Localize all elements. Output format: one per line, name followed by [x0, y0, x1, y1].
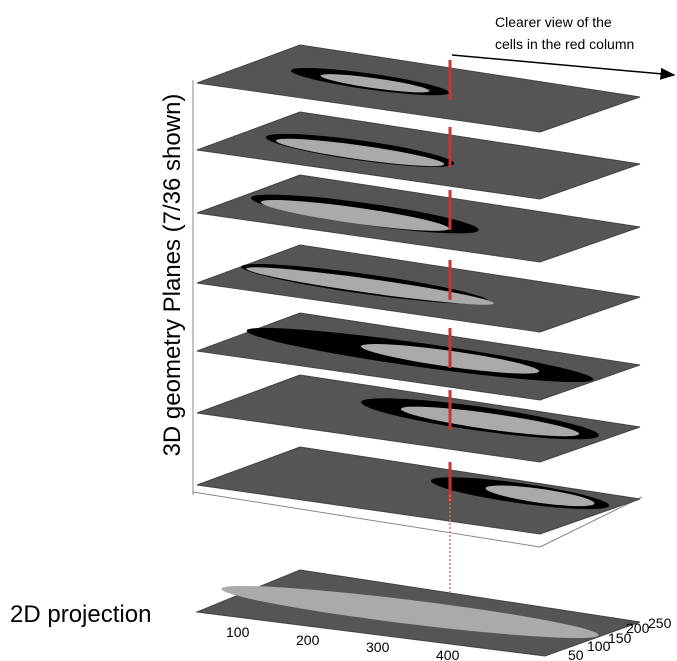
cell-region: [221, 585, 599, 639]
axes-frame: [192, 80, 643, 548]
y-tick-label: 150: [608, 630, 632, 646]
projection-plane: [195, 569, 641, 657]
cell-region: [275, 138, 445, 167]
annotation-line: Clearer view of the: [495, 14, 612, 30]
x-tick-label: 200: [296, 632, 320, 648]
cell-region: [246, 267, 494, 305]
cell-region: [260, 199, 450, 231]
cell-region: [400, 406, 580, 437]
projection-label: 2D projection: [10, 601, 151, 628]
arrow: [451, 54, 676, 80]
x-tick-label: 300: [366, 639, 390, 655]
y-tick-label: 100: [587, 638, 611, 654]
plane: [196, 446, 641, 535]
annotation-line: cells in the red column: [495, 36, 634, 52]
cell-region: [320, 74, 430, 93]
x-tick-label: 100: [226, 624, 250, 640]
y-tick-label: 200: [626, 620, 650, 636]
y-tick-label: 50: [568, 647, 584, 661]
cell-region: [485, 485, 595, 507]
axis-label: 3D geometry Planes (7/36 shown): [159, 94, 186, 457]
x-tick-label: 400: [436, 647, 460, 661]
y-tick-label: 250: [648, 615, 672, 631]
planes: [196, 44, 641, 535]
